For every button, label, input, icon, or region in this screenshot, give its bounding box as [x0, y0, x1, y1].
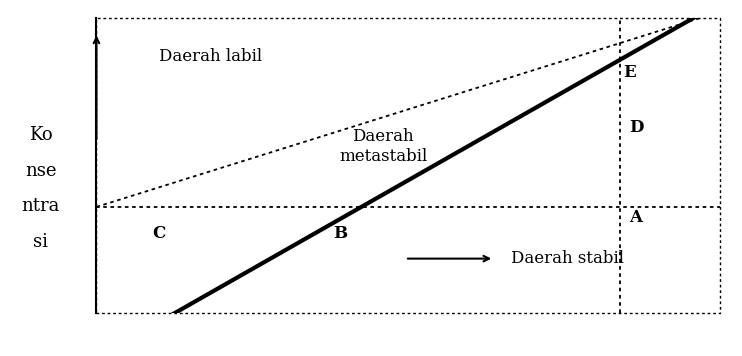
Text: E: E — [623, 64, 636, 81]
Text: nse: nse — [25, 162, 56, 180]
Text: Daerah labil: Daerah labil — [159, 48, 262, 65]
Text: C: C — [153, 225, 165, 242]
Text: D: D — [629, 119, 644, 136]
Text: Ko: Ko — [29, 126, 53, 144]
Text: ntra: ntra — [22, 198, 60, 215]
Text: Daerah
metastabil: Daerah metastabil — [339, 128, 427, 164]
Text: B: B — [333, 225, 347, 242]
Text: si: si — [33, 233, 48, 251]
Text: Daerah stabil: Daerah stabil — [511, 250, 624, 267]
Text: A: A — [629, 209, 643, 226]
